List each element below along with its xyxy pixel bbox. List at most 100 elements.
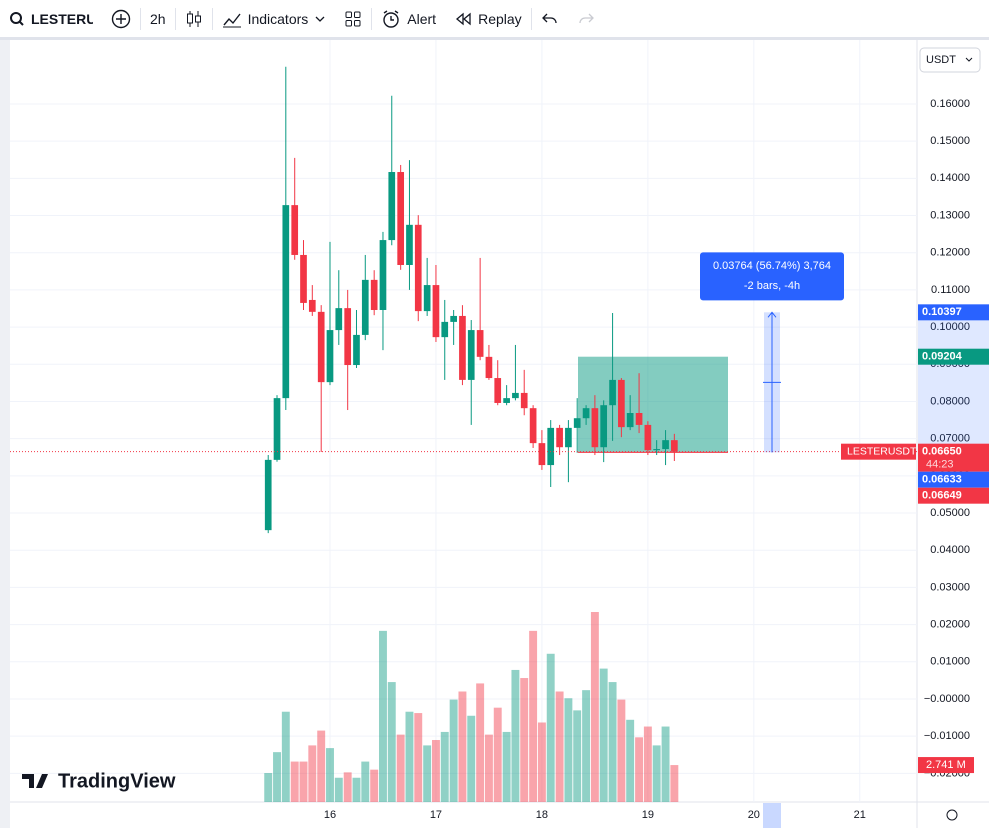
scale-highlight xyxy=(918,312,989,453)
candle-body xyxy=(476,330,484,357)
y-tick-label: 0.03000 xyxy=(930,581,970,593)
volume-bar xyxy=(396,734,405,802)
candle-body xyxy=(388,172,396,241)
candle-body xyxy=(547,427,555,466)
y-tick-label: 0.15000 xyxy=(930,135,970,147)
candle-body xyxy=(538,443,546,466)
volume-bar xyxy=(626,719,635,802)
price-badge xyxy=(918,487,989,504)
x-tick-label: 20 xyxy=(748,809,760,821)
replay-button[interactable]: Replay xyxy=(445,0,531,37)
volume-bar xyxy=(370,769,379,802)
candle-body xyxy=(335,308,343,331)
settings-icon[interactable] xyxy=(946,809,958,821)
grid-icon xyxy=(345,11,361,26)
separator xyxy=(140,7,141,30)
volume-bar xyxy=(670,765,679,802)
logo: TradingView xyxy=(58,770,176,792)
price-badge xyxy=(918,304,989,321)
chart: −0.02000−0.01000−0.000000.010000.020000.… xyxy=(0,40,989,828)
volume-bar xyxy=(493,707,502,802)
candle-body xyxy=(662,440,669,450)
candle-body xyxy=(520,392,528,409)
volume-bar xyxy=(379,630,387,802)
price-badge xyxy=(918,471,989,488)
arrow-head xyxy=(767,311,777,318)
search-icon xyxy=(10,11,24,26)
candle-body xyxy=(361,279,369,335)
symbol-search[interactable]: LESTERUSDT xyxy=(0,0,102,37)
candle-body xyxy=(485,356,493,379)
candle-body xyxy=(300,254,307,303)
candle-body xyxy=(512,392,519,399)
x-tick-label: 17 xyxy=(430,809,442,821)
candle-body xyxy=(653,449,661,451)
candle-body xyxy=(406,224,413,265)
symbol-label: LESTERUSDT xyxy=(847,445,917,457)
candle-body xyxy=(450,315,457,322)
volume-bar xyxy=(414,713,423,802)
y-tick-label: 0.05000 xyxy=(930,507,970,519)
candle-body xyxy=(273,398,281,460)
candle-body xyxy=(317,311,325,383)
candle-body xyxy=(432,285,440,338)
y-tick-label: 0.02000 xyxy=(930,619,970,631)
candle-body xyxy=(344,308,352,366)
y-tick-label: 0.04000 xyxy=(930,544,970,556)
undo-button[interactable] xyxy=(532,0,568,37)
y-tick-label: 0.10000 xyxy=(930,321,970,333)
volume-bar xyxy=(317,730,326,802)
redo-icon xyxy=(579,13,594,23)
alert-button[interactable]: Alert xyxy=(372,0,445,37)
replay: Replay xyxy=(478,10,522,27)
volume-bar xyxy=(546,653,555,802)
candle-body xyxy=(609,379,616,406)
compare-button[interactable] xyxy=(102,0,140,37)
redo-button[interactable] xyxy=(568,0,604,37)
currency-select[interactable] xyxy=(919,47,981,73)
candle-body xyxy=(591,408,599,448)
candle-body xyxy=(529,408,537,444)
volume-bar xyxy=(326,748,334,802)
layouts-button[interactable] xyxy=(335,0,371,37)
separator xyxy=(174,7,176,30)
x-tick-label: 16 xyxy=(324,809,336,821)
alert-icon xyxy=(383,9,399,28)
alert: Alert xyxy=(407,10,437,27)
volume-bar xyxy=(334,777,343,802)
candle-body xyxy=(291,205,299,255)
volume-bar xyxy=(467,715,476,802)
volume-bar xyxy=(449,699,458,802)
y-tick-label: −0.01000 xyxy=(924,730,970,742)
price-scale xyxy=(917,40,989,828)
volume-bar xyxy=(608,682,617,802)
candle-body xyxy=(308,299,316,312)
candles-icon xyxy=(186,10,201,27)
chart-type-button[interactable] xyxy=(176,0,212,37)
volume-bar xyxy=(440,731,449,802)
volume-bar xyxy=(590,612,599,802)
volume-badge xyxy=(918,757,974,774)
candle-body xyxy=(573,418,581,428)
symbol-badge xyxy=(841,443,916,460)
indicators-button[interactable]: Indicators xyxy=(213,0,336,37)
candle-body xyxy=(353,334,360,366)
price-badge xyxy=(918,443,989,472)
candle-body xyxy=(441,321,449,338)
price-badge-label: 0.10397 xyxy=(922,306,962,318)
y-tick-label: 0.14000 xyxy=(930,172,970,184)
volume-bar xyxy=(652,745,661,802)
measure-text: 0.03764 (56.74%) 3,764 xyxy=(713,260,831,272)
y-tick-label: 0.01000 xyxy=(930,656,970,668)
interval: 2h xyxy=(150,10,166,27)
candle-body xyxy=(626,413,634,428)
candle-body xyxy=(503,398,510,403)
plus-icon xyxy=(111,9,131,28)
candle-body xyxy=(370,279,378,310)
interval-button[interactable]: 2h xyxy=(141,0,175,37)
separator xyxy=(371,7,373,30)
volume-bar xyxy=(564,698,573,802)
volume-bar xyxy=(264,773,273,802)
volume-bar xyxy=(582,690,591,802)
indicators-icon xyxy=(222,13,241,27)
